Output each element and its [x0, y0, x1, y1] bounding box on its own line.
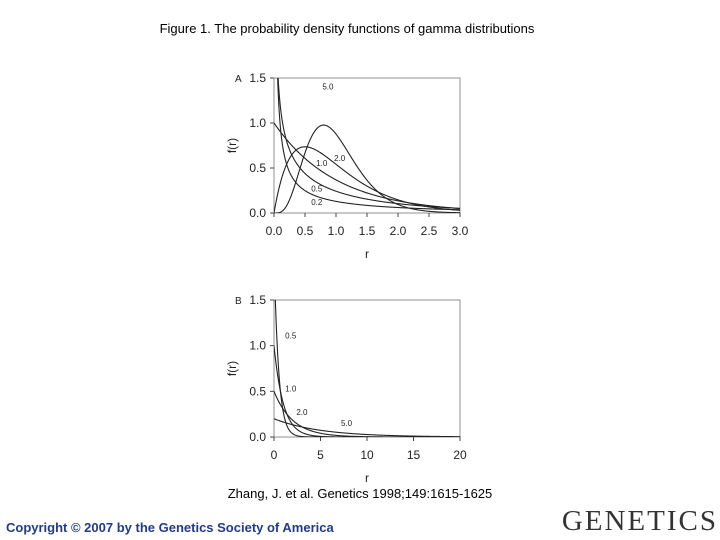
citation: Zhang, J. et al. Genetics 1998;149:1615-…: [227, 486, 493, 501]
y-tick-label: 0.5: [249, 161, 266, 175]
x-tick-label: 2.0: [390, 224, 407, 238]
series-label: 0.2: [311, 198, 323, 207]
series-label: 1.0: [316, 159, 328, 168]
y-tick-label: 1.0: [249, 116, 266, 130]
x-tick-label: 3.0: [452, 224, 469, 238]
series-line-5.0: [274, 124, 460, 213]
x-tick-label: 1.0: [328, 224, 345, 238]
series-line-0.2: [277, 78, 460, 211]
panel-label: A: [235, 74, 242, 85]
y-axis-label: f(r): [225, 138, 239, 153]
copyright-notice: Copyright © 2007 by the Genetics Society…: [6, 520, 334, 535]
x-tick-label: 0.0: [266, 224, 283, 238]
y-tick-label: 1.5: [249, 71, 266, 85]
x-tick-label: 2.5: [421, 224, 438, 238]
x-axis-label: r: [365, 247, 369, 261]
y-tick-label: 0.0: [249, 206, 266, 220]
series-line-2.0: [274, 146, 460, 213]
series-label: 2.0: [334, 154, 346, 163]
series-label: 5.0: [322, 83, 334, 92]
series-label: 0.5: [311, 184, 323, 193]
x-tick-label: 1.5: [359, 224, 376, 238]
genetics-logo: GENETICS: [561, 505, 718, 537]
figure-title: Figure 1. The probability density functi…: [159, 21, 535, 36]
series-line-1.0: [274, 122, 460, 210]
x-tick-label: 0.5: [297, 224, 314, 238]
